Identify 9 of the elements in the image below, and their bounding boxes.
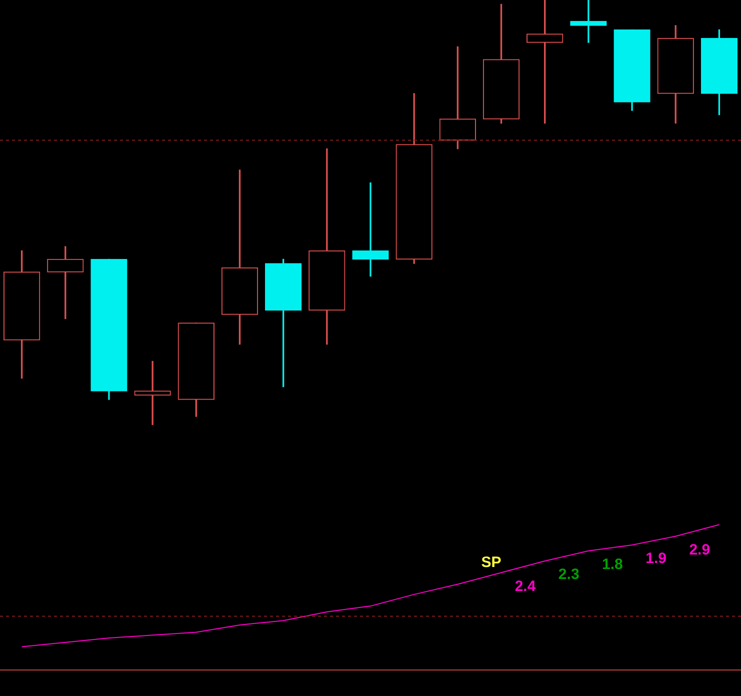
- annotation: 2.4: [514, 578, 536, 595]
- annotation: 2.3: [558, 566, 580, 584]
- candlestick: [570, 0, 607, 43]
- annotation: SP: [481, 554, 502, 571]
- candlestick: [134, 360, 171, 425]
- annotation: 2.9: [689, 541, 710, 558]
- annotation: 1.8: [602, 556, 623, 573]
- candlestick: [352, 182, 389, 277]
- annotation: 1.9: [646, 550, 666, 568]
